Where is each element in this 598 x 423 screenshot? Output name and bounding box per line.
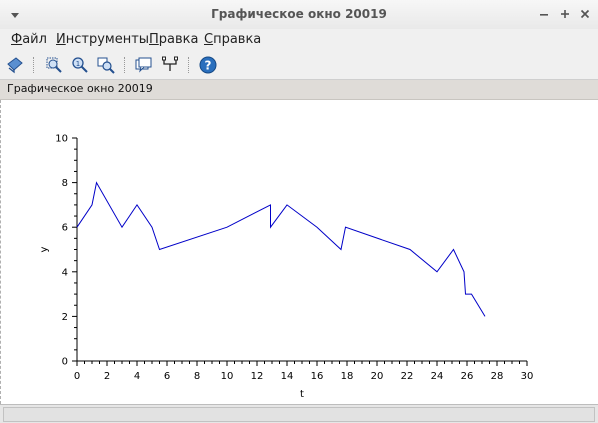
edit-axes-icon[interactable] xyxy=(160,55,180,75)
toolbar-separator xyxy=(188,57,190,73)
x-tick-label: 18 xyxy=(341,371,354,382)
status-bar xyxy=(0,404,598,423)
x-tick-label: 6 xyxy=(164,371,170,382)
figure-title: Графическое окно 20019 xyxy=(7,82,153,95)
y-tick-label: 6 xyxy=(62,223,68,234)
menu-edit[interactable]: Правка xyxy=(149,32,198,47)
series-line-0 xyxy=(77,183,485,317)
zoom-area-icon[interactable] xyxy=(44,55,64,75)
x-tick-label: 24 xyxy=(431,371,444,382)
x-tick-label: 12 xyxy=(251,371,264,382)
y-tick-label: 8 xyxy=(62,178,68,189)
y-tick-label: 2 xyxy=(62,312,68,323)
minimize-icon[interactable] xyxy=(537,7,551,21)
svg-text:1: 1 xyxy=(76,60,80,68)
y-tick-label: 10 xyxy=(55,134,68,145)
y-tick-label: 0 xyxy=(62,357,68,368)
x-tick-label: 4 xyxy=(134,371,140,382)
x-tick-label: 0 xyxy=(74,371,80,382)
x-tick-label: 2 xyxy=(104,371,110,382)
menu-tools[interactable]: Инструменты xyxy=(56,32,149,47)
x-tick-label: 26 xyxy=(461,371,474,382)
zoom-icon[interactable]: 1 xyxy=(70,55,90,75)
figure-title-bar: Графическое окно 20019 xyxy=(0,80,598,100)
x-tick-label: 14 xyxy=(281,371,294,382)
help-icon[interactable]: ? xyxy=(198,55,218,75)
x-tick-label: 20 xyxy=(371,371,384,382)
close-icon[interactable] xyxy=(578,7,592,21)
y-axis-label: y xyxy=(39,246,50,252)
title-bar: Графическое окно 20019 xyxy=(0,0,598,30)
maximize-icon[interactable] xyxy=(558,7,572,21)
x-tick-label: 30 xyxy=(521,371,534,382)
x-axis-label: t xyxy=(300,389,304,400)
toolbar-separator xyxy=(124,57,126,73)
toolbar: 1 ? xyxy=(0,51,598,80)
series-group xyxy=(77,183,485,317)
status-field xyxy=(3,407,595,422)
menu-file[interactable]: Файл xyxy=(11,32,47,47)
x-tick-label: 16 xyxy=(311,371,324,382)
x-tick-label: 28 xyxy=(491,371,504,382)
x-tick-label: 8 xyxy=(194,371,200,382)
rotate-icon[interactable] xyxy=(5,55,25,75)
x-tick-label: 22 xyxy=(401,371,414,382)
unzoom-icon[interactable] xyxy=(96,55,116,75)
window-title: Графическое окно 20019 xyxy=(0,7,598,21)
x-tick-label: 10 xyxy=(221,371,234,382)
toolbar-separator xyxy=(33,57,35,73)
menu-bar: Файл Инструменты Правка Справка xyxy=(0,29,598,51)
y-tick-label: 4 xyxy=(62,267,68,278)
menu-help[interactable]: Справка xyxy=(204,32,261,47)
datatip-icon[interactable] xyxy=(134,55,154,75)
panel-edge xyxy=(0,100,4,404)
svg-text:?: ? xyxy=(205,59,212,73)
